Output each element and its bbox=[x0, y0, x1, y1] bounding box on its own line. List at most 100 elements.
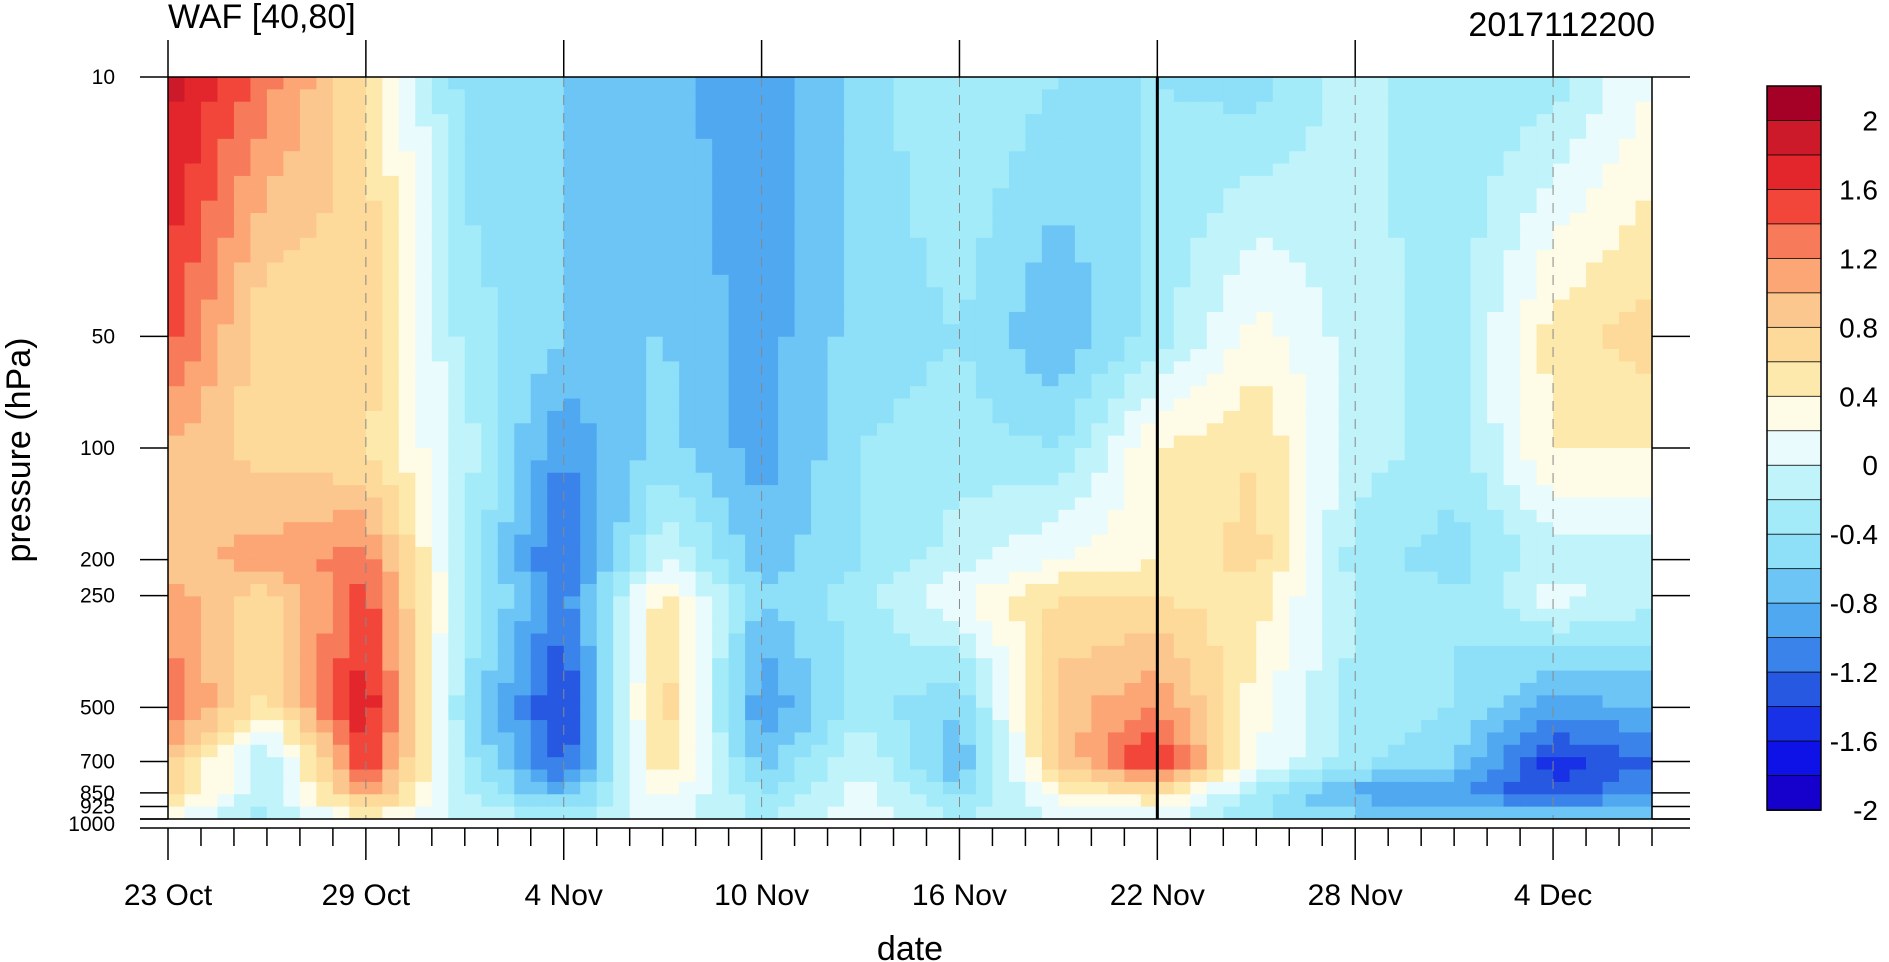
contour-cell bbox=[745, 250, 763, 264]
contour-cell bbox=[283, 732, 301, 746]
contour-cell bbox=[811, 386, 829, 400]
contour-cell bbox=[910, 769, 928, 783]
contour-cell bbox=[844, 336, 862, 350]
contour-cell bbox=[992, 151, 1010, 165]
contour-cell bbox=[1008, 794, 1027, 808]
contour-cell bbox=[1404, 794, 1422, 808]
contour-cell bbox=[217, 744, 235, 758]
contour-cell bbox=[1437, 559, 1455, 573]
contour-cell bbox=[827, 435, 845, 449]
contour-cell bbox=[1124, 324, 1142, 338]
contour-cell bbox=[1190, 361, 1208, 375]
contour-cell bbox=[959, 250, 977, 264]
contour-cell bbox=[1272, 336, 1290, 350]
contour-cell bbox=[827, 200, 845, 214]
contour-cell bbox=[646, 200, 664, 214]
contour-cell bbox=[679, 138, 697, 152]
contour-cell bbox=[1223, 410, 1241, 424]
contour-cell bbox=[1074, 497, 1092, 511]
contour-cell bbox=[1107, 806, 1125, 820]
contour-cell bbox=[431, 596, 449, 610]
contour-cell bbox=[975, 373, 994, 387]
contour-cell bbox=[200, 633, 219, 647]
contour-cell bbox=[662, 114, 680, 128]
contour-cell bbox=[1074, 658, 1092, 672]
contour-cell bbox=[1206, 336, 1224, 350]
contour-cell bbox=[1404, 175, 1422, 189]
contour-cell bbox=[250, 571, 268, 585]
contour-cell bbox=[827, 744, 845, 758]
contour-cell bbox=[1322, 596, 1340, 610]
contour-cell bbox=[761, 299, 779, 313]
contour-cell bbox=[844, 744, 862, 758]
contour-cell bbox=[184, 262, 202, 276]
contour-cell bbox=[975, 386, 994, 400]
contour-cell bbox=[497, 262, 515, 276]
contour-cell bbox=[860, 584, 878, 597]
contour-cell bbox=[332, 274, 350, 288]
contour-cell bbox=[1305, 769, 1323, 783]
contour-cell bbox=[975, 126, 994, 140]
contour-cell bbox=[1058, 633, 1076, 647]
contour-cell bbox=[1520, 324, 1538, 338]
contour-cell bbox=[415, 299, 433, 313]
contour-cell bbox=[1124, 769, 1142, 783]
contour-cell bbox=[1272, 781, 1290, 795]
contour-cell bbox=[877, 336, 895, 350]
contour-cell bbox=[992, 398, 1010, 412]
contour-cell bbox=[629, 250, 647, 264]
contour-cell bbox=[942, 732, 961, 746]
contour-cell bbox=[1008, 509, 1027, 523]
contour-cell bbox=[679, 225, 697, 239]
contour-cell bbox=[1305, 163, 1323, 177]
contour-cell bbox=[563, 324, 581, 338]
contour-cell bbox=[382, 287, 400, 301]
contour-cell bbox=[712, 621, 730, 635]
contour-cell bbox=[1008, 237, 1027, 251]
contour-cell bbox=[1520, 546, 1538, 560]
contour-cell bbox=[629, 682, 647, 696]
contour-cell bbox=[431, 522, 449, 536]
contour-cell bbox=[827, 621, 845, 635]
contour-cell bbox=[1437, 138, 1455, 152]
contour-cell bbox=[992, 89, 1010, 103]
contour-cell bbox=[1536, 101, 1554, 115]
contour-cell bbox=[860, 695, 878, 709]
contour-cell bbox=[316, 781, 334, 795]
contour-cell bbox=[910, 658, 928, 672]
contour-cell bbox=[283, 336, 301, 350]
contour-cell bbox=[1388, 509, 1406, 523]
contour-cell bbox=[646, 225, 664, 239]
contour-cell bbox=[1041, 670, 1059, 684]
contour-cell bbox=[1520, 274, 1538, 288]
contour-cell bbox=[332, 584, 350, 597]
contour-cell bbox=[893, 645, 911, 659]
contour-cell bbox=[217, 596, 235, 610]
contour-cell bbox=[860, 250, 878, 264]
contour-cell bbox=[1520, 311, 1538, 325]
contour-cell bbox=[1503, 373, 1521, 387]
contour-cell bbox=[596, 311, 614, 325]
contour-cell bbox=[266, 262, 285, 276]
contour-cell bbox=[827, 559, 845, 573]
contour-cell bbox=[365, 410, 383, 424]
contour-cell bbox=[1074, 682, 1092, 696]
contour-cell bbox=[1437, 188, 1455, 202]
contour-cell bbox=[1140, 596, 1158, 610]
contour-cell bbox=[1058, 621, 1076, 635]
contour-cell bbox=[910, 670, 928, 684]
contour-cell bbox=[1388, 695, 1406, 709]
contour-cell bbox=[1421, 448, 1439, 461]
contour-cell bbox=[1487, 274, 1505, 288]
contour-cell bbox=[1487, 720, 1505, 734]
contour-cell bbox=[563, 720, 581, 734]
contour-cell bbox=[316, 633, 334, 647]
contour-cell bbox=[1124, 448, 1142, 461]
contour-cell bbox=[580, 89, 598, 103]
contour-cell bbox=[1223, 373, 1241, 387]
contour-cell bbox=[1487, 794, 1505, 808]
contour-cell bbox=[415, 398, 433, 412]
contour-cell bbox=[233, 311, 252, 325]
contour-cell bbox=[349, 225, 367, 239]
contour-cell bbox=[184, 621, 202, 635]
